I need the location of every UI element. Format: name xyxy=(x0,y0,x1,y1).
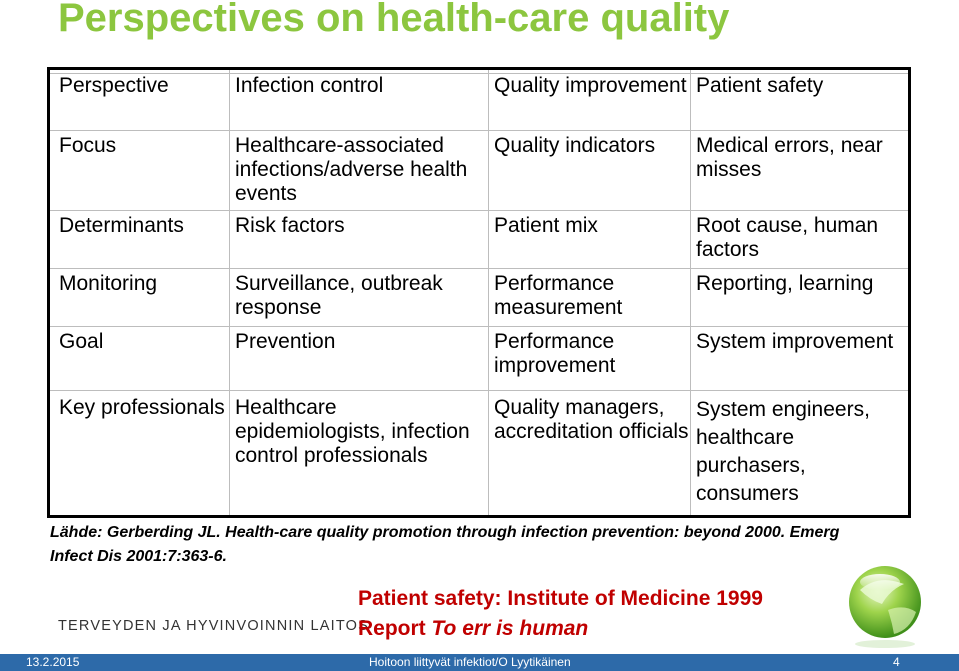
source-citation: Lähde: Gerberding JL. Health-care qualit… xyxy=(50,524,840,565)
table-cell: Performance improvement xyxy=(494,330,616,377)
column-divider xyxy=(690,70,691,515)
page-title: Perspectives on health-care quality xyxy=(58,0,730,40)
table-cell: Goal xyxy=(59,330,104,353)
column-divider xyxy=(229,70,230,515)
table-cell: Root cause, human factors xyxy=(696,214,879,261)
note-line-1: Patient safety: Institute of Medicine 19… xyxy=(358,587,763,610)
table-row: Monitoring Surveillance, outbreak respon… xyxy=(50,268,908,325)
table-cell: Infection control xyxy=(235,74,384,97)
table-cell: Medical errors, near misses xyxy=(696,134,883,181)
organization-name: TERVEYDEN JA HYVINVOINNIN LAITOS xyxy=(58,618,370,634)
table-cell: Focus xyxy=(59,134,117,157)
green-globe-logo-icon xyxy=(849,566,921,648)
footer-date: 13.2.2015 xyxy=(26,655,80,669)
table-row: Focus Healthcare-associated infections/a… xyxy=(50,130,908,211)
patient-safety-note: Patient safety: Institute of Medicine 19… xyxy=(358,584,763,644)
table-cell: Quality indicators xyxy=(494,134,656,157)
table-row: Key professionals Healthcare epidemiolog… xyxy=(50,390,908,516)
table-cell: Perspective xyxy=(59,74,169,97)
table-cell: Quality improvement xyxy=(494,74,687,97)
table-cell: System engineers, healthcare purchasers,… xyxy=(696,398,870,505)
table-cell: Quality managers, accreditation official… xyxy=(494,396,689,443)
table-cell: Patient safety xyxy=(696,74,824,97)
column-divider xyxy=(488,70,489,515)
table-cell: Patient mix xyxy=(494,214,598,237)
table-cell: Risk factors xyxy=(235,214,345,237)
table-cell: Performance measurement xyxy=(494,272,623,319)
table-cell: Healthcare epidemiologists, infection co… xyxy=(235,396,470,467)
note-line-2: Report To err is human xyxy=(358,614,763,644)
table-row: Goal Prevention Performance improvement … xyxy=(50,326,908,391)
table-cell: Prevention xyxy=(235,330,336,353)
footer-title: Hoitoon liittyvät infektiot/O Lyytikäine… xyxy=(369,655,571,669)
table-cell: Monitoring xyxy=(59,272,158,295)
table-cell: Determinants xyxy=(59,214,184,237)
perspectives-table: Perspective Infection control Quality im… xyxy=(47,67,911,518)
table-cell: Reporting, learning xyxy=(696,272,874,295)
table-row: Perspective Infection control Quality im… xyxy=(50,73,908,128)
table-cell: Key professionals xyxy=(59,396,225,419)
table-cell: System improvement xyxy=(696,330,894,353)
note-line-2-prefix: Report xyxy=(358,617,432,640)
footer-bar: 13.2.2015 Hoitoon liittyvät infektiot/O … xyxy=(0,654,959,671)
table-cell: Surveillance, outbreak response xyxy=(235,272,443,319)
page-number: 4 xyxy=(893,655,900,669)
table-row: Determinants Risk factors Patient mix Ro… xyxy=(50,210,908,269)
note-line-2-title: To err is human xyxy=(431,617,589,640)
table-cell: Healthcare-associated infections/adverse… xyxy=(235,134,468,205)
